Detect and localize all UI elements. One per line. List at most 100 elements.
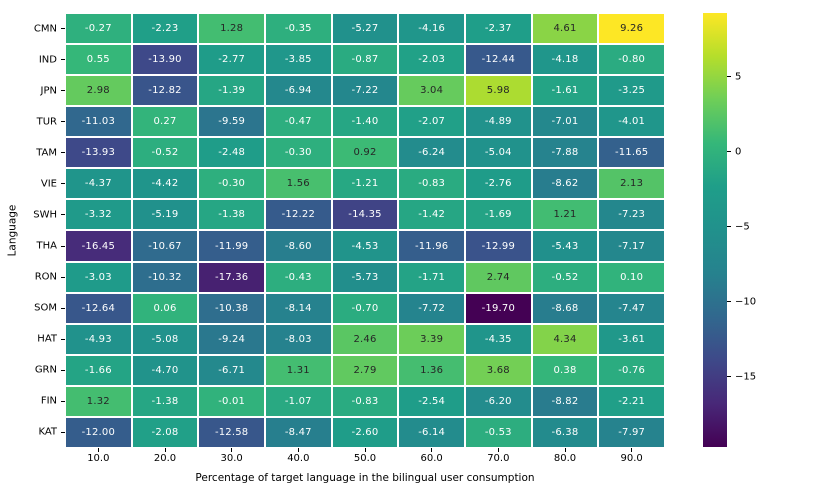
heatmap-cell: -4.42 (131, 168, 199, 200)
y-tick-label: JPN (40, 85, 57, 97)
heatmap-cell: -1.38 (198, 199, 265, 231)
heatmap-grid: -0.27 -2.23 1.28 -0.35 -5.27 -4.16 -2.37 4.61 9.… (65, 13, 665, 448)
heatmap-cell: -2.03 (398, 44, 465, 76)
heatmap-cell: -4.18 (531, 44, 599, 76)
y-tick-label: THA (36, 240, 57, 252)
heatmap-cell: -2.37 (464, 13, 532, 45)
x-tick-mark (297, 448, 299, 452)
x-tick-mark (231, 448, 233, 452)
x-tick-label: 60.0 (420, 453, 443, 464)
y-tick-mark (61, 400, 65, 402)
heatmap-cell: 0.27 (131, 106, 199, 138)
colorbar-tick-label: 0 (735, 146, 742, 158)
y-tick-mark (61, 90, 65, 92)
heatmap-cell: -6.38 (531, 416, 599, 448)
heatmap-cell: -7.97 (598, 416, 665, 448)
heatmap-cell: -0.43 (264, 261, 332, 293)
colorbar-tick-label: −10 (735, 296, 757, 308)
x-tick-mark (431, 448, 433, 452)
heatmap-cell: -11.99 (198, 230, 265, 262)
heatmap-cell: -2.54 (398, 385, 465, 417)
heatmap-cell: -3.61 (598, 323, 665, 355)
heatmap-cell: -2.60 (331, 416, 399, 448)
heatmap-cell: 1.32 (65, 385, 132, 417)
heatmap-cell: -10.67 (131, 230, 199, 262)
heatmap-cell: -2.23 (131, 13, 199, 45)
heatmap-cell: -3.03 (65, 261, 132, 293)
colorbar-tick-label: −15 (735, 371, 757, 383)
heatmap-cell: -7.23 (598, 199, 665, 231)
y-tick-mark (61, 245, 65, 247)
heatmap-cell: -1.42 (398, 199, 465, 231)
heatmap-cell: -8.62 (531, 168, 599, 200)
y-tick-mark (61, 183, 65, 185)
heatmap-cell: -6.14 (398, 416, 465, 448)
heatmap-cell: -9.24 (198, 323, 265, 355)
heatmap-cell: 1.21 (531, 199, 599, 231)
x-tick-mark (164, 448, 166, 452)
heatmap-cell: -4.35 (464, 323, 532, 355)
heatmap-cell: -7.88 (531, 137, 599, 169)
heatmap-cell: -5.27 (331, 13, 399, 45)
heatmap-cell: -0.47 (264, 106, 332, 138)
heatmap-cell: 0.38 (531, 354, 599, 386)
heatmap-cell: -1.61 (531, 75, 599, 107)
heatmap-cell: -12.82 (131, 75, 199, 107)
heatmap-cell: -1.38 (131, 385, 199, 417)
heatmap-cell: 3.39 (398, 323, 465, 355)
heatmap-cell: -5.08 (131, 323, 199, 355)
x-tick-label: 90.0 (620, 453, 643, 464)
colorbar-tick-label: 5 (735, 71, 742, 83)
heatmap-cell: -8.82 (531, 385, 599, 417)
y-tick-mark (61, 338, 65, 340)
heatmap-cell: 2.13 (598, 168, 665, 200)
heatmap-cell: -4.16 (398, 13, 465, 45)
heatmap-cell: -9.59 (198, 106, 265, 138)
heatmap-cell: -0.83 (398, 168, 465, 200)
heatmap-cell: 2.79 (331, 354, 399, 386)
heatmap-cell: 1.56 (264, 168, 332, 200)
heatmap-cell: -16.45 (65, 230, 132, 262)
y-tick-mark (61, 214, 65, 216)
heatmap-cell: -19.70 (464, 292, 532, 324)
heatmap-cell: -8.68 (531, 292, 599, 324)
heatmap-cell: -5.19 (131, 199, 199, 231)
heatmap-cell: -0.52 (131, 137, 199, 169)
colorbar-tick-mark (727, 226, 731, 228)
x-tick-mark (497, 448, 499, 452)
heatmap-cell: -1.40 (331, 106, 399, 138)
heatmap-cell: -11.96 (398, 230, 465, 262)
heatmap-cell: 4.61 (531, 13, 599, 45)
heatmap-cell: -6.71 (198, 354, 265, 386)
y-tick-label: TAM (36, 147, 57, 159)
x-tick-mark (97, 448, 99, 452)
x-tick-mark (631, 448, 633, 452)
heatmap-cell: -2.77 (198, 44, 265, 76)
colorbar-tick-label: −5 (735, 221, 750, 233)
heatmap-cell: -1.71 (398, 261, 465, 293)
heatmap-cell: -6.24 (398, 137, 465, 169)
heatmap-cell: -3.85 (264, 44, 332, 76)
heatmap-cell: -12.00 (65, 416, 132, 448)
x-tick-label: 10.0 (87, 453, 110, 464)
heatmap-cell: 2.74 (464, 261, 532, 293)
x-tick-label: 50.0 (353, 453, 377, 464)
heatmap-cell: -12.58 (198, 416, 265, 448)
y-tick-label: KAT (38, 426, 57, 438)
colorbar-tick-mark (727, 301, 731, 303)
colorbar-gradient (703, 13, 727, 447)
heatmap-cell: -12.22 (264, 199, 332, 231)
x-tick-label: 30.0 (220, 453, 243, 464)
heatmap-cell: -10.32 (131, 261, 199, 293)
heatmap-cell: -0.87 (331, 44, 399, 76)
heatmap-cell: 1.28 (198, 13, 265, 45)
heatmap-cell: -12.99 (464, 230, 532, 262)
heatmap-cell: -10.38 (198, 292, 265, 324)
heatmap-cell: -4.53 (331, 230, 399, 262)
y-axis-title: Language (6, 204, 19, 257)
heatmap-cell: -7.47 (598, 292, 665, 324)
heatmap-cell: -13.90 (131, 44, 199, 76)
y-tick-mark (61, 276, 65, 278)
heatmap-cell: -2.76 (464, 168, 532, 200)
